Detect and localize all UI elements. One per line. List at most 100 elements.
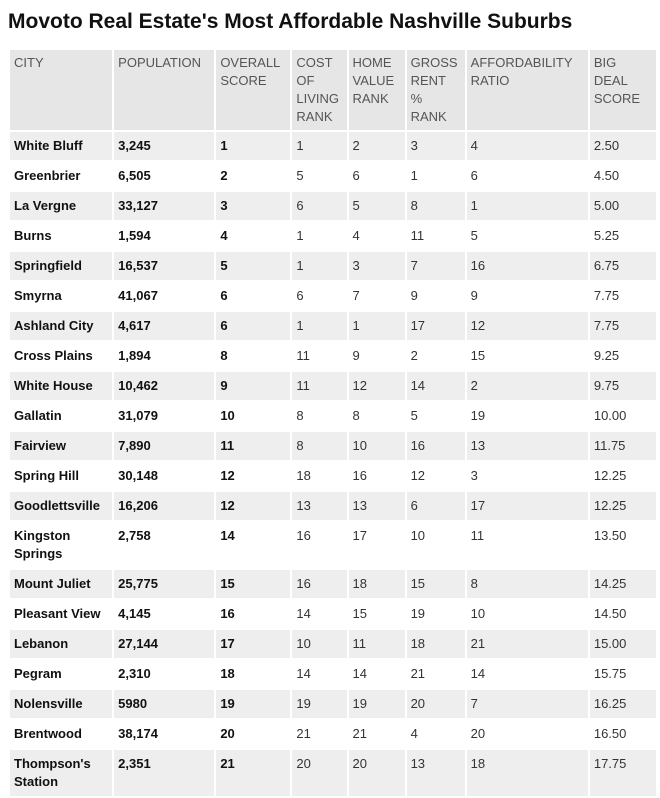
value-cell: 5 [348, 192, 405, 220]
value-cell: 8 [292, 432, 347, 460]
table-row: Lebanon 27,144 17 10 11 18 21 15.00 [10, 630, 656, 658]
value-cell: 21 [410, 666, 426, 681]
value-cell: 15 [470, 348, 486, 363]
value-cell: 16 [220, 606, 235, 621]
value-cell: 18 [296, 468, 311, 483]
value-cell: 17.75 [589, 750, 656, 796]
city-cell: Thompson's Station [10, 750, 113, 796]
value-cell: 8 [406, 192, 465, 220]
value-cell: 6 [220, 288, 228, 303]
value-cell: 8 [220, 348, 228, 363]
value-cell: 14.25 [589, 570, 656, 598]
value-cell: 7,890 [114, 432, 215, 460]
value-cell: 8 [296, 408, 304, 423]
city-cell: La Vergne [10, 192, 113, 220]
value-cell: 4,617 [114, 312, 215, 340]
value-cell: 12 [216, 492, 291, 520]
value-cell: 14 [296, 666, 311, 681]
value-cell: 19 [410, 606, 426, 621]
value-cell: 12 [466, 312, 588, 340]
table-row: Kingston Springs 2,758 14 16 17 10 11 13.50 [10, 522, 656, 568]
value-cell: 18 [220, 666, 235, 681]
city-cell: White House [10, 372, 113, 400]
value-cell: 6,505 [118, 168, 151, 183]
value-cell: 2.50 [589, 132, 656, 160]
value-cell: 6.75 [589, 252, 656, 280]
value-cell: 11 [470, 528, 485, 543]
value-cell: 11 [216, 432, 291, 460]
column-header: CITY [10, 50, 113, 130]
column-header: HOME VALUE RANK [348, 50, 405, 130]
value-cell: 13.50 [593, 528, 627, 543]
value-cell: 1 [292, 132, 347, 160]
value-cell: 20 [406, 690, 465, 718]
value-cell: 1 [292, 312, 347, 340]
value-cell: 17 [466, 492, 588, 520]
value-cell: 14 [470, 666, 486, 681]
value-cell: 30,148 [118, 468, 158, 483]
city-cell: Mount Juliet [10, 570, 113, 598]
value-cell: 19 [292, 690, 347, 718]
value-cell: 20 [470, 726, 486, 741]
table-row: Fairview 7,890 11 8 10 16 13 11.75 [10, 432, 656, 460]
value-cell: 41,067 [118, 288, 158, 303]
value-cell: 13 [466, 432, 588, 460]
city-cell: Greenbrier [14, 168, 81, 183]
value-cell: 16.25 [589, 690, 656, 718]
city-cell: Springfield [10, 252, 113, 280]
value-cell: 11 [410, 228, 425, 243]
value-cell: 6 [470, 168, 478, 183]
column-header: AFFORDABILITY RATIO [466, 50, 588, 130]
city-cell: Cross Plains [14, 348, 93, 363]
value-cell: 16 [296, 528, 311, 543]
value-cell: 7.75 [589, 312, 656, 340]
value-cell: 12.25 [593, 468, 627, 483]
value-cell: 11 [296, 348, 310, 363]
value-cell: 1 [216, 132, 291, 160]
value-cell: 4 [220, 228, 228, 243]
affordability-table: CITY POPULATION OVERALL SCORE COST OF LIVIN… [8, 48, 658, 798]
value-cell: 20 [292, 750, 347, 796]
value-cell: 14 [296, 606, 311, 621]
value-cell: 18 [348, 570, 405, 598]
table-row: Spring Hill 30,148 12 18 16 12 3 12.25 [10, 462, 656, 490]
city-cell: Spring Hill [14, 468, 79, 483]
value-cell: 15 [406, 570, 465, 598]
value-cell: 14 [352, 666, 367, 681]
value-cell: 15 [216, 570, 291, 598]
value-cell: 9.25 [593, 348, 620, 363]
value-cell: 21 [296, 726, 311, 741]
header-row: CITY POPULATION OVERALL SCORE COST OF LIVIN… [10, 50, 656, 130]
value-cell: 25,775 [114, 570, 215, 598]
value-cell: 10,462 [114, 372, 215, 400]
value-cell: 14.50 [593, 606, 627, 621]
value-cell: 1 [292, 252, 347, 280]
value-cell: 2,310 [118, 666, 151, 681]
value-cell: 1 [348, 312, 405, 340]
value-cell: 5 [296, 168, 304, 183]
value-cell: 10 [410, 528, 426, 543]
value-cell: 4.50 [593, 168, 620, 183]
value-cell: 14 [220, 528, 235, 543]
value-cell: 3,245 [114, 132, 215, 160]
value-cell: 12.25 [589, 492, 656, 520]
column-header: COST OF LIVING RANK [292, 50, 347, 130]
value-cell: 5 [216, 252, 291, 280]
value-cell: 16 [292, 570, 347, 598]
value-cell: 19 [470, 408, 486, 423]
value-cell: 19 [348, 690, 405, 718]
table-row: Springfield 16,537 5 1 3 7 16 6.75 [10, 252, 656, 280]
value-cell: 27,144 [114, 630, 215, 658]
value-cell: 11 [292, 372, 347, 400]
table-row: Brentwood 38,174 20 21 21 4 20 16.50 [10, 720, 656, 748]
column-header: OVERALL SCORE [216, 50, 291, 130]
table-row: Cross Plains 1,894 8 11 9 2 15 9.25 [10, 342, 656, 370]
city-cell: Brentwood [14, 726, 82, 741]
value-cell: 18 [466, 750, 588, 796]
table-row: La Vergne 33,127 3 6 5 8 1 5.00 [10, 192, 656, 220]
value-cell: 2 [220, 168, 228, 183]
table-row: Burns 1,594 4 1 4 11 5 5.25 [10, 222, 656, 250]
table-row: Gallatin 31,079 10 8 8 5 19 10.00 [10, 402, 656, 430]
value-cell: 5980 [114, 690, 215, 718]
